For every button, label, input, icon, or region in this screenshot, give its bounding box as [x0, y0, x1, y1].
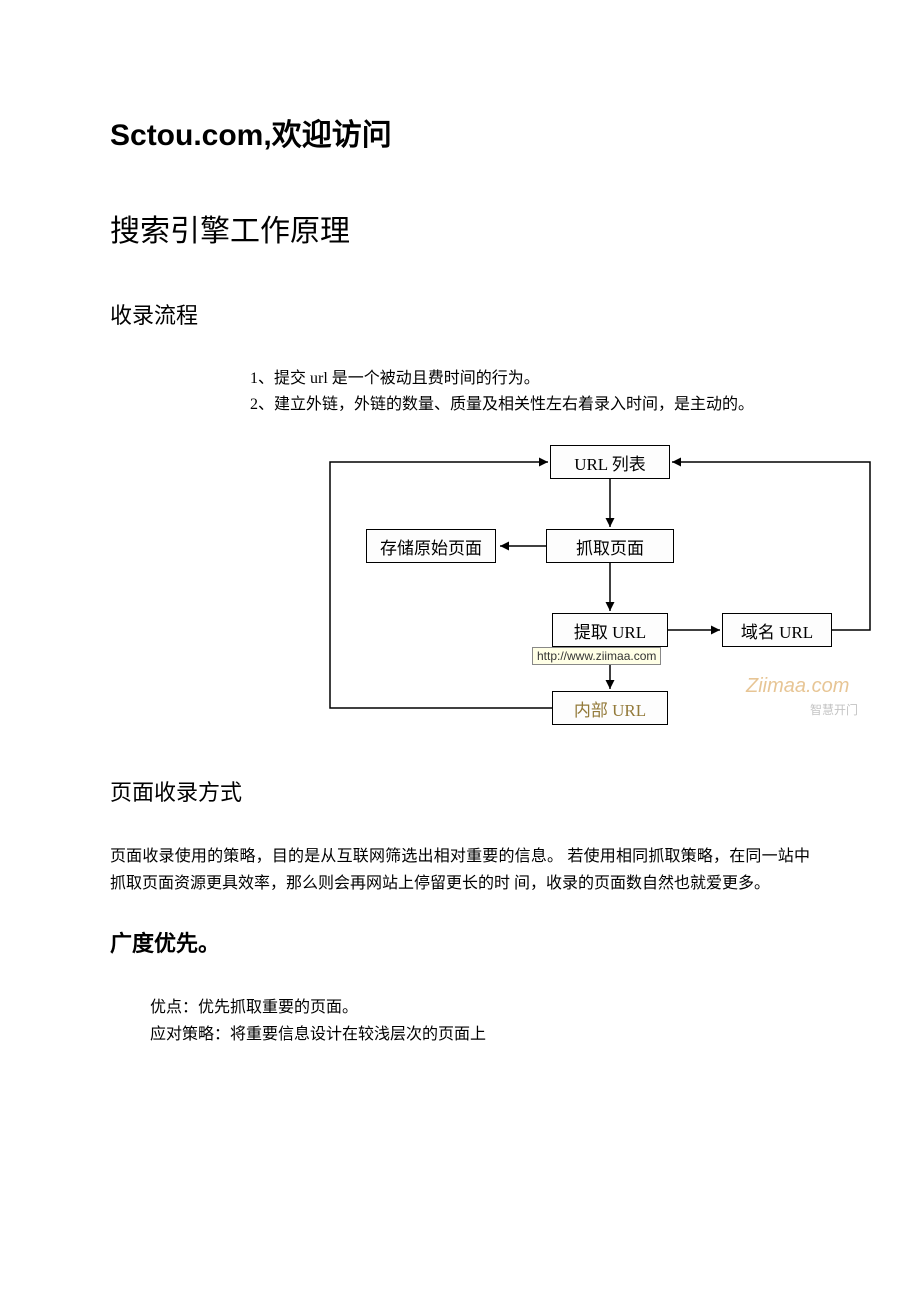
page-title-2: 搜索引擎工作原理 [110, 206, 810, 250]
node-extract: 提取 URL [552, 613, 668, 647]
section-heading-2: 页面收录方式 [110, 775, 810, 807]
list-item: 2、建立外链，外链的数量、质量及相关性左右着录入时间，是主动的。 [250, 392, 810, 418]
node-domain: 域名 URL [722, 613, 832, 647]
numbered-list: 1、提交 url 是一个被动且费时间的行为。 2、建立外链，外链的数量、质量及相… [110, 366, 810, 417]
advantage-line: 优点：优先抓取重要的页面。 [150, 994, 810, 1021]
list-item: 1、提交 url 是一个被动且费时间的行为。 [250, 366, 810, 392]
watermark-sub: 智慧开门 [810, 701, 858, 718]
advantage-block: 优点：优先抓取重要的页面。 应对策略：将重要信息设计在较浅层次的页面上 [110, 994, 810, 1048]
section-heading-1: 收录流程 [110, 298, 810, 330]
section-heading-3: 广度优先。 [110, 926, 810, 958]
flowchart-diagram: URL 列表 抓取页面 存储原始页面 提取 URL 域名 URL 内部 URL … [290, 435, 890, 735]
node-internal: 内部 URL [552, 691, 668, 725]
paragraph-1: 页面收录使用的策略，目的是从互联网筛选出相对重要的信息。 若使用相同抓取策略，在… [110, 843, 810, 897]
tooltip-url: http://www.ziimaa.com [532, 647, 661, 665]
node-crawl: 抓取页面 [546, 529, 674, 563]
node-url-list: URL 列表 [550, 445, 670, 479]
node-store: 存储原始页面 [366, 529, 496, 563]
strategy-line: 应对策略：将重要信息设计在较浅层次的页面上 [150, 1021, 810, 1048]
watermark-icon: Ziimaa.com [746, 675, 849, 698]
page-title-1: Sctou.com,欢迎访问 [110, 110, 810, 154]
